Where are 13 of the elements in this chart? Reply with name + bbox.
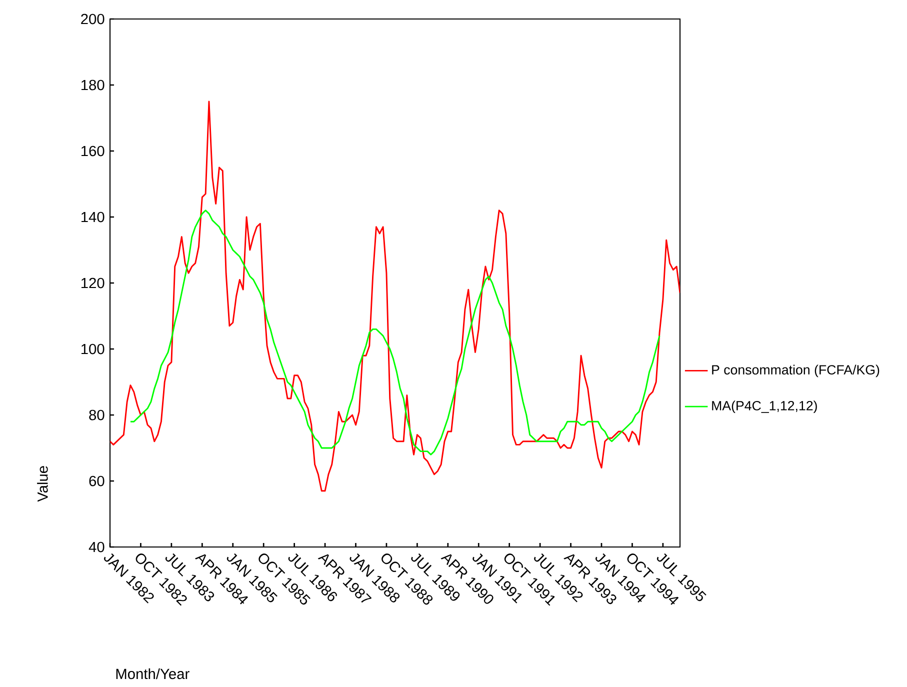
y-tick-label: 40 <box>88 542 104 552</box>
legend-label: P consommation (FCFA/KG) <box>712 364 880 378</box>
legend-label: MA(P4C_1,12,12) <box>712 400 817 414</box>
y-tick-label: 160 <box>81 146 104 156</box>
y-tick-label: 180 <box>81 80 104 90</box>
y-tick-label: 100 <box>81 344 104 354</box>
y-tick-label: 60 <box>89 476 104 486</box>
y-tick-label: 200 <box>81 14 104 24</box>
y-tick-label: 120 <box>81 278 104 288</box>
y-tick-label: 140 <box>81 212 104 222</box>
y-tick-label: 80 <box>89 410 104 420</box>
y-axis-title: Value <box>37 466 48 502</box>
x-axis-title: Month/Year <box>116 668 190 680</box>
